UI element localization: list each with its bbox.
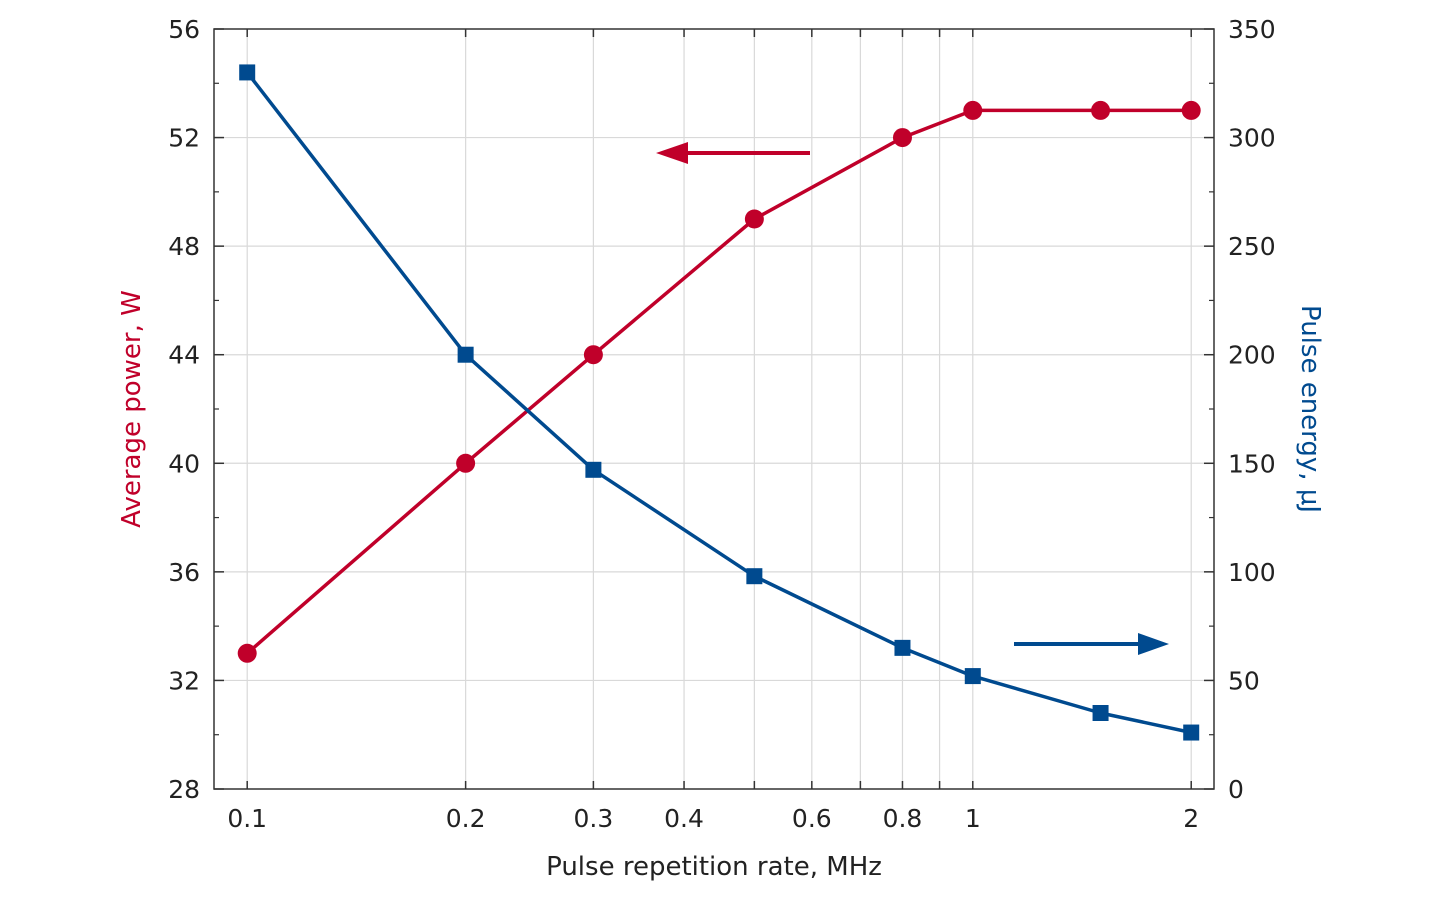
pulse-energy-point [457,346,474,363]
average-power-point [744,209,764,229]
right-y-tick-label: 300 [1228,124,1276,153]
pulse-energy-point [894,639,911,656]
average-power-series-line [246,108,1192,655]
average-power-point [963,100,983,120]
left-y-axis-title: Average power, W [117,290,147,528]
pulse-energy-point [239,64,256,81]
left-y-tick-label: 28 [168,775,200,804]
x-axis-title: Pulse repetition rate, MHz [546,852,882,882]
x-tick-label: 0.1 [227,804,267,833]
annotations [656,142,1169,655]
pulse-energy-point [585,461,602,478]
x-tick-label: 0.8 [883,804,923,833]
pulse-energy-point [1183,724,1200,741]
average-power-point [456,453,476,473]
pulse-energy-point [1092,705,1109,721]
series [237,64,1201,741]
average-power-point [583,345,603,365]
right-y-tick-label: 250 [1228,232,1276,261]
right-y-tick-label: 100 [1228,558,1276,587]
pulse-energy-point [746,568,763,585]
average-power-point [237,643,257,663]
pulse-energy-point [964,668,981,685]
grid [214,29,1214,789]
pulse-energy-series-line [245,71,1192,735]
plot-frame [213,28,1215,790]
average-power-point [1181,100,1201,120]
x-tick-label: 2 [1183,804,1199,833]
left-y-tick-label: 40 [168,449,200,478]
x-tick-label: 0.6 [792,804,832,833]
axis-ticks: 0.1 0.2 0.3 0.4 0.6 0.8 1 2 28 32 36 40 44 48 52 56 0 50 1… [168,15,1276,833]
x-tick-label: 0.2 [446,804,486,833]
left-y-tick-label: 44 [168,341,200,370]
right-axis-arrow-head [1138,633,1169,655]
left-y-tick-label: 52 [168,124,200,153]
average-power-point [1091,100,1111,120]
right-y-tick-label: 200 [1228,341,1276,370]
left-y-tick-label: 32 [168,666,200,695]
left-y-tick-label: 56 [168,15,200,44]
right-y-axis-title: Pulse energy, μJ [1295,305,1325,513]
x-tick-label: 0.4 [664,804,704,833]
right-y-tick-label: 350 [1228,15,1276,44]
left-y-tick-label: 48 [168,232,200,261]
right-y-tick-label: 50 [1228,666,1260,695]
right-y-tick-label: 150 [1228,449,1276,478]
left-y-tick-label: 36 [168,558,200,587]
right-y-tick-label: 0 [1228,775,1244,804]
x-tick-label: 1 [965,804,981,833]
left-axis-arrow-head [656,142,688,164]
average-power-point [892,128,912,148]
x-tick-label: 0.3 [574,804,614,833]
